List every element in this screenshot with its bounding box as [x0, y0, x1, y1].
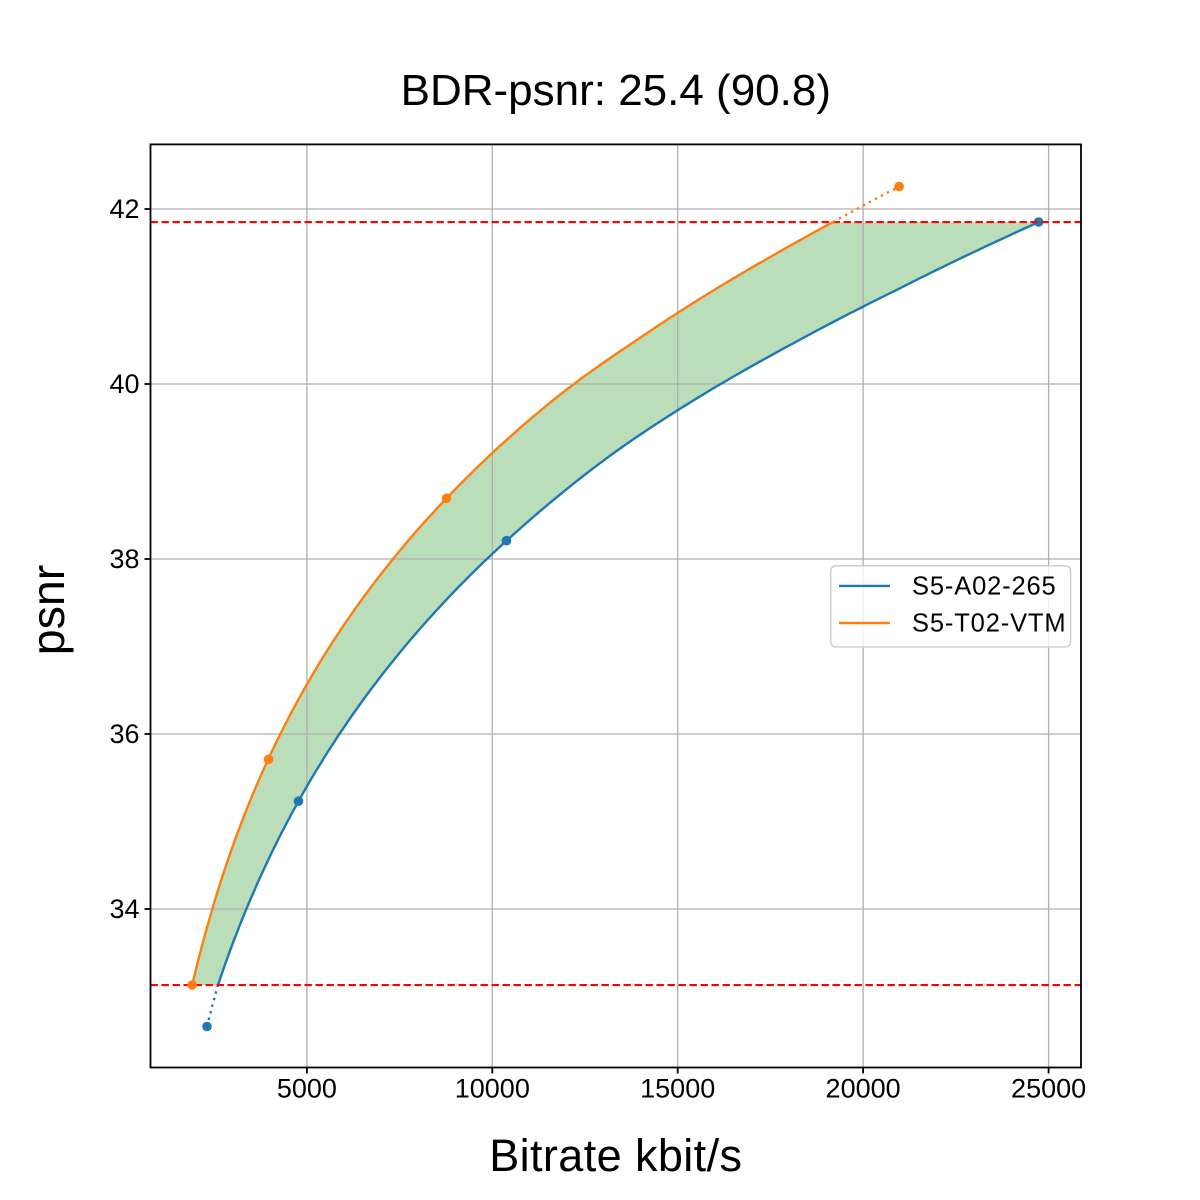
- svg-text:psnr: psnr: [22, 565, 74, 655]
- svg-text:40: 40: [109, 369, 139, 399]
- svg-text:38: 38: [109, 544, 139, 574]
- svg-text:36: 36: [109, 719, 139, 749]
- svg-text:Bitrate kbit/s: Bitrate kbit/s: [489, 1130, 742, 1181]
- svg-text:25000: 25000: [1011, 1074, 1086, 1104]
- svg-text:20000: 20000: [826, 1074, 901, 1104]
- svg-text:10000: 10000: [455, 1074, 530, 1104]
- svg-text:S5-A02-265: S5-A02-265: [912, 573, 1057, 601]
- svg-text:5000: 5000: [277, 1074, 337, 1104]
- svg-text:15000: 15000: [640, 1074, 715, 1104]
- svg-text:42: 42: [109, 194, 139, 224]
- svg-text:S5-T02-VTM: S5-T02-VTM: [912, 610, 1066, 638]
- svg-text:BDR-psnr: 25.4 (90.8): BDR-psnr: 25.4 (90.8): [401, 66, 831, 115]
- svg-text:34: 34: [109, 894, 139, 924]
